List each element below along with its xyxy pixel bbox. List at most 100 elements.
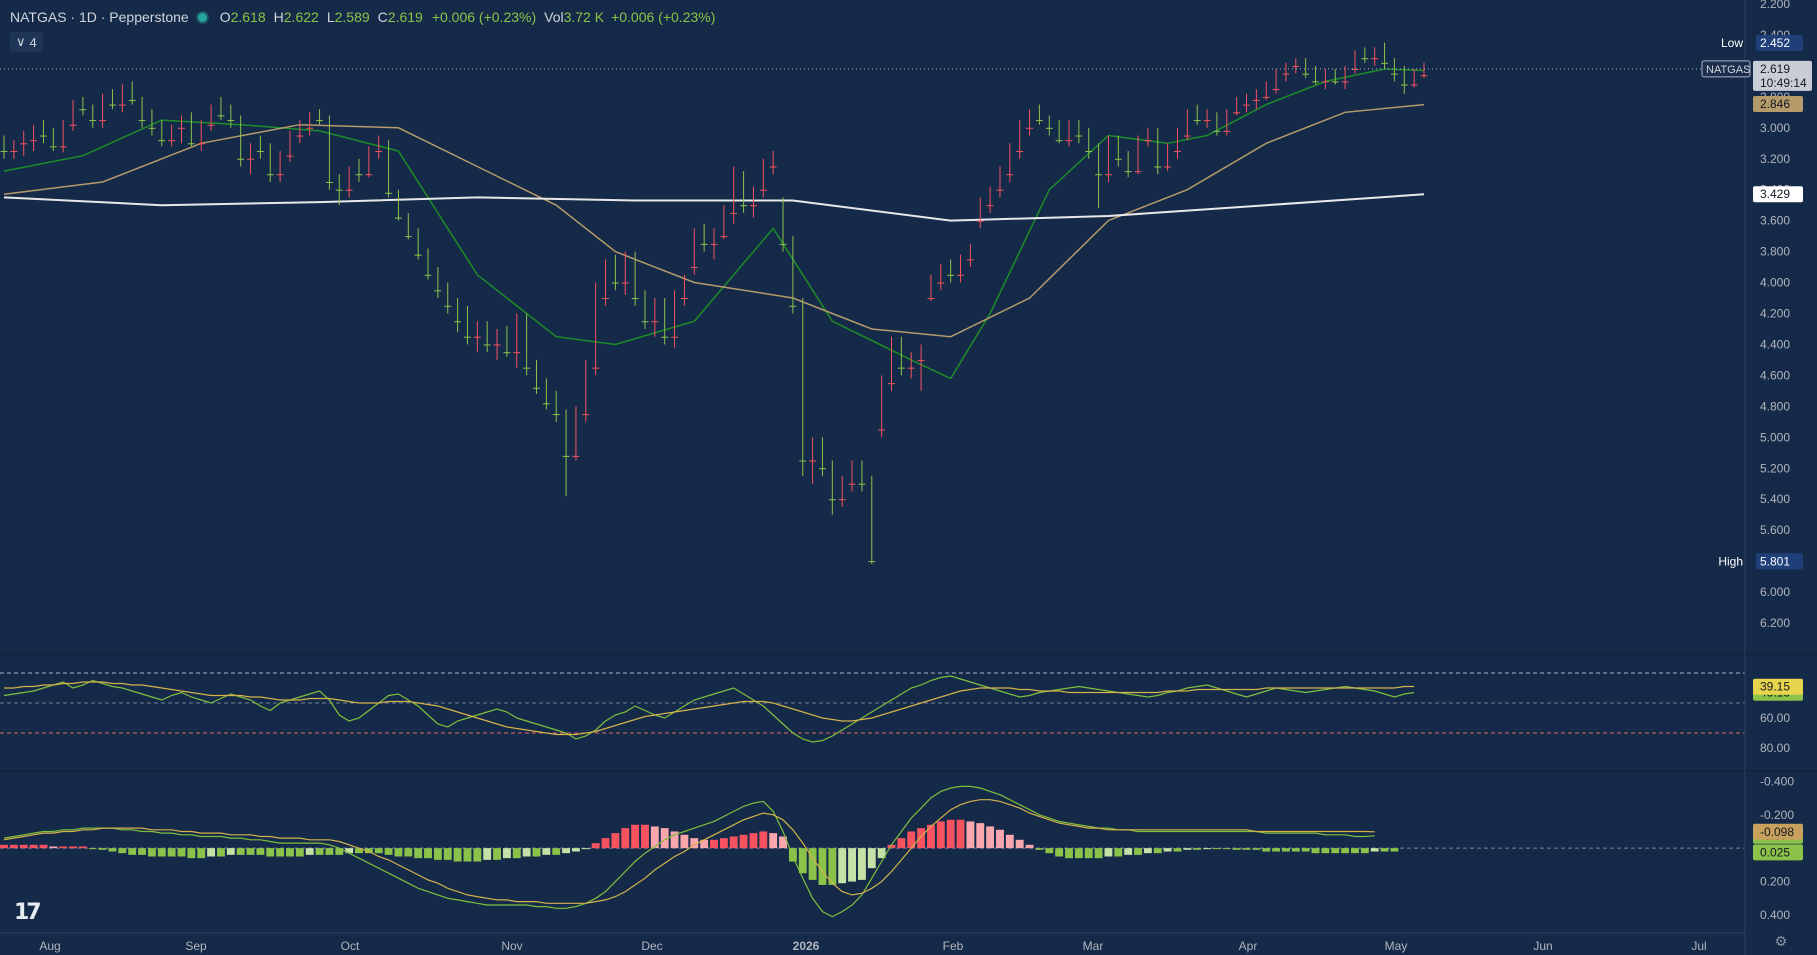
price-tick-label: 3.600 xyxy=(1760,214,1790,228)
candle-body xyxy=(99,120,107,122)
candle-body xyxy=(1045,127,1053,129)
macd-histogram-bar xyxy=(749,833,758,849)
candle-body xyxy=(385,192,393,194)
price-tick-label: 5.400 xyxy=(1760,492,1790,506)
macd-histogram-bar xyxy=(1055,848,1064,857)
macd-histogram-bar xyxy=(207,848,216,857)
symbol-tag xyxy=(1701,60,1751,78)
macd-histogram-bar xyxy=(1124,848,1133,855)
macd-histogram-bar xyxy=(256,848,265,855)
macd-histogram-bar xyxy=(1203,848,1211,850)
macd-histogram-bar xyxy=(1242,848,1251,850)
macd-histogram-bar xyxy=(1341,848,1350,854)
macd-histogram-bar xyxy=(591,843,600,849)
macd-histogram-bar xyxy=(9,844,18,849)
high-label: H xyxy=(273,9,284,25)
macd-value-text: 0.025 xyxy=(1760,845,1790,859)
time-axis-label: 2026 xyxy=(793,939,820,953)
macd-histogram-bar xyxy=(1222,848,1231,850)
candle-body xyxy=(473,336,481,338)
macd-histogram-bar xyxy=(621,828,630,849)
macd-histogram-bar xyxy=(315,848,324,855)
candle-body xyxy=(838,499,846,501)
price-tick-label: 6.000 xyxy=(1760,585,1790,599)
candle-body xyxy=(1124,171,1132,173)
candle-body xyxy=(1262,96,1270,98)
macd-histogram-bar xyxy=(581,848,590,850)
candle-body xyxy=(602,298,609,300)
candle-body xyxy=(1223,130,1231,132)
indicators-toggle-button[interactable]: ∨ 4 xyxy=(10,32,43,52)
macd-histogram-bar xyxy=(1025,844,1034,849)
macd-histogram-bar xyxy=(719,838,728,849)
candle-body xyxy=(1252,99,1260,101)
macd-histogram-bar xyxy=(433,848,442,860)
candle-body xyxy=(1055,140,1063,142)
candle-body xyxy=(513,352,521,354)
macd-histogram-bar xyxy=(424,848,432,859)
legend-header: NATGAS · 1D · Pepperstone O 2.618 H 2.622 … xyxy=(10,8,718,26)
macd-histogram-bar xyxy=(1360,848,1369,854)
macd-histogram-bar xyxy=(118,848,127,854)
countdown-timer: 10:49:14 xyxy=(1760,76,1807,90)
macd-histogram-bar xyxy=(936,821,945,849)
candle-body xyxy=(1243,104,1250,106)
macd-histogram-bar xyxy=(660,828,669,849)
candle-body xyxy=(158,140,166,142)
price-tick-label: 4.000 xyxy=(1760,276,1790,290)
macd-histogram-bar xyxy=(1074,848,1083,859)
time-axis-label: Oct xyxy=(341,939,360,953)
macd-tick-label: -0.400 xyxy=(1760,774,1794,788)
macd-histogram-bar xyxy=(1272,848,1281,852)
macd-histogram-bar xyxy=(769,833,778,849)
candle-body xyxy=(20,143,28,145)
macd-histogram-bar xyxy=(69,846,77,849)
macd-histogram-bar xyxy=(177,848,186,857)
volume-value: 3.72 K xyxy=(563,9,605,25)
candle-body xyxy=(316,120,324,122)
candle-body xyxy=(30,140,38,142)
macd-histogram-bar xyxy=(473,848,482,862)
candle-body xyxy=(542,403,550,405)
time-axis-label: Feb xyxy=(943,939,964,953)
macd-histogram-bar xyxy=(138,848,146,855)
macd-tick-label: 0.400 xyxy=(1760,908,1790,922)
macd-histogram-bar xyxy=(483,848,492,860)
macd-histogram-bar xyxy=(157,848,166,857)
macd-histogram-bar xyxy=(1015,839,1024,849)
candle-body xyxy=(1006,174,1014,176)
candle-body xyxy=(464,336,471,338)
macd-value-tag xyxy=(1753,823,1803,840)
candle-body xyxy=(1282,73,1290,75)
chart-panes[interactable] xyxy=(0,42,1817,918)
macd-histogram-bar xyxy=(828,848,837,885)
candle-body xyxy=(207,124,215,126)
tradingview-logo[interactable]: 17 xyxy=(14,900,42,925)
candle-body xyxy=(1410,84,1418,86)
candle-body xyxy=(394,217,402,219)
candle-body xyxy=(109,104,116,106)
settings-gear-icon[interactable]: ⚙ xyxy=(1774,933,1788,949)
candle-body xyxy=(1016,151,1024,153)
macd-histogram-bar xyxy=(29,844,38,849)
candle-body xyxy=(917,359,925,361)
symbol-title[interactable]: NATGAS · 1D · Pepperstone xyxy=(10,9,189,25)
macd-histogram-bar xyxy=(788,848,797,862)
candle-body xyxy=(1085,151,1093,153)
macd-histogram-bar xyxy=(808,848,817,880)
macd-histogram-bar xyxy=(907,831,916,849)
high-value: 5.801 xyxy=(1760,554,1790,568)
time-axis[interactable]: Aug Sep Oct Nov Dec 2026 Feb Mar Apr May Jun Jul xyxy=(0,932,1745,953)
macd-histogram-bar xyxy=(996,829,1004,849)
macd-histogram-bar xyxy=(1311,848,1320,854)
macd-histogram-bar xyxy=(1005,834,1014,849)
symbol-tag-text: NATGAS xyxy=(1706,64,1750,76)
macd-histogram-bar xyxy=(128,848,137,855)
macd-histogram-bar xyxy=(956,819,965,849)
candle-body xyxy=(1381,62,1389,64)
time-axis-label: Sep xyxy=(185,939,207,953)
macd-histogram-bar xyxy=(394,848,403,857)
price-label-tag xyxy=(1753,186,1803,203)
